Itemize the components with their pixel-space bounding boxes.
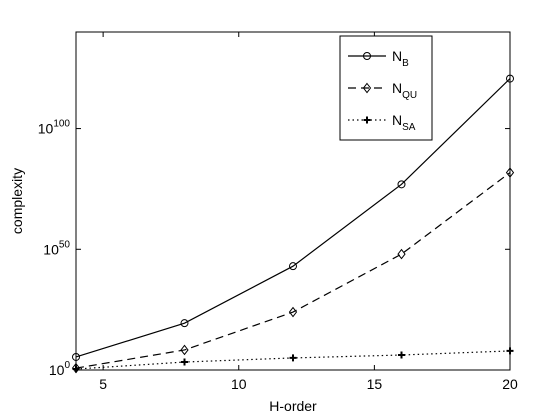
y-tick-label: 100 xyxy=(49,360,71,378)
marker xyxy=(71,362,81,374)
marker xyxy=(180,319,189,328)
marker xyxy=(506,347,514,355)
y-tick-label: 1050 xyxy=(43,239,70,257)
marker xyxy=(180,344,189,356)
marker xyxy=(363,52,371,60)
marker xyxy=(505,167,515,178)
x-tick-label: 15 xyxy=(367,376,383,392)
marker xyxy=(72,352,80,361)
x-tick-label: 5 xyxy=(99,376,107,392)
series-line xyxy=(75,172,511,369)
y-axis-label: complexity xyxy=(9,168,25,234)
marker xyxy=(181,358,188,366)
marker xyxy=(363,116,371,124)
marker xyxy=(397,248,406,260)
marker xyxy=(289,354,297,362)
marker xyxy=(362,82,372,94)
x-axis-label: H-order xyxy=(269,398,317,414)
plot-area xyxy=(75,31,511,371)
series-line xyxy=(75,78,511,358)
y-tick-label: 10100 xyxy=(38,119,71,137)
x-tick-label: 10 xyxy=(231,376,247,392)
marker xyxy=(72,365,80,373)
marker xyxy=(506,74,514,83)
marker xyxy=(398,351,405,359)
marker xyxy=(289,262,297,271)
marker xyxy=(397,180,406,189)
x-tick-label: 20 xyxy=(502,376,518,392)
marker xyxy=(288,306,298,318)
